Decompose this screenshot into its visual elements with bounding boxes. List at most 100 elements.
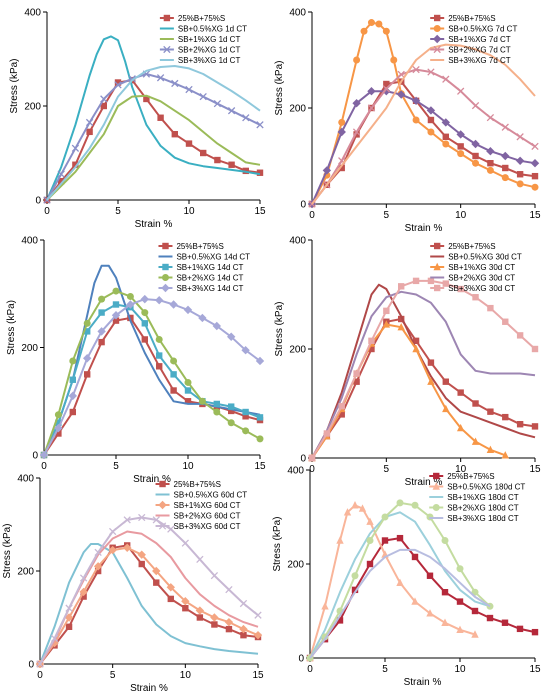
series-1-point xyxy=(457,389,464,396)
series-3-point xyxy=(123,543,132,552)
y-tick-label: 200 xyxy=(21,343,38,354)
legend-point xyxy=(432,34,442,44)
series-line xyxy=(46,65,261,201)
legend-point xyxy=(161,283,170,293)
series-4-point xyxy=(100,95,108,103)
y-tick-label: 200 xyxy=(289,345,306,356)
series-1-point xyxy=(240,631,247,639)
series-1-point xyxy=(412,337,420,345)
series-5-point xyxy=(155,296,164,305)
series-4-point xyxy=(98,295,106,303)
x-tick-label: 10 xyxy=(454,664,466,675)
series-4-point xyxy=(112,287,120,295)
series-1-point xyxy=(368,345,375,353)
series-line xyxy=(46,79,261,201)
series-1-point xyxy=(94,567,102,575)
x-tick-label: 0 xyxy=(309,464,315,475)
series-3-point xyxy=(112,301,120,308)
series-5-point xyxy=(50,634,59,643)
series-1-point xyxy=(157,114,164,121)
series-5-point xyxy=(181,539,189,547)
series-1-point xyxy=(411,553,419,561)
x-axis-title: Strain % xyxy=(405,223,443,234)
series-1-point xyxy=(531,628,539,636)
y-tick-label: 400 xyxy=(24,8,41,19)
x-tick-label: 0 xyxy=(307,664,313,675)
series-2-point xyxy=(412,116,420,124)
series-5-point xyxy=(383,307,390,315)
series-line xyxy=(309,504,476,659)
series-4-point xyxy=(227,107,236,115)
series-1-point xyxy=(531,172,539,180)
legend-label: SB+1%XG 60d CT xyxy=(174,501,241,510)
series-5-point xyxy=(109,527,117,536)
series-1-point xyxy=(228,407,235,415)
legend-point xyxy=(433,45,441,54)
series-5-point xyxy=(472,294,479,301)
series-1-point xyxy=(487,160,494,167)
series-4 xyxy=(40,287,264,459)
legend-point xyxy=(433,262,441,271)
y-tick-label: 200 xyxy=(289,104,306,115)
series-5-point xyxy=(126,300,135,309)
series-line xyxy=(311,318,536,459)
legend-point xyxy=(433,284,441,292)
y-tick-label: 200 xyxy=(24,102,41,113)
series-4-point xyxy=(141,309,149,317)
x-axis-title: Strain % xyxy=(133,474,171,485)
legend-label: SB+3%XG 60d CT xyxy=(174,522,241,531)
series-3-point xyxy=(382,320,391,328)
series-line xyxy=(43,298,261,456)
series-1-point xyxy=(487,408,494,415)
series-line xyxy=(46,73,261,201)
series-3-point xyxy=(210,613,219,622)
series-1 xyxy=(308,315,539,462)
series-4-point xyxy=(471,101,480,110)
series-4-point xyxy=(352,128,361,136)
series-5-point xyxy=(255,356,265,366)
y-tick-label: 400 xyxy=(17,474,34,485)
y-tick-label: 0 xyxy=(28,660,34,671)
series-3-point xyxy=(456,130,465,139)
legend-point xyxy=(433,25,441,32)
series-4-point xyxy=(227,419,235,427)
y-axis-title: Stress (kPa) xyxy=(6,300,17,355)
y-tick-label: 0 xyxy=(300,454,306,465)
series-3-point xyxy=(501,151,510,161)
series-2-point xyxy=(516,180,524,188)
series-3-point xyxy=(166,583,175,592)
series-4-point xyxy=(126,292,134,300)
series-1-point xyxy=(242,413,249,420)
legend-label: 25%B+75%S xyxy=(174,480,221,489)
series-3-point xyxy=(426,106,436,115)
series-3-point xyxy=(441,118,450,127)
y-axis-title: Stress (kPa) xyxy=(274,60,285,115)
series-2-point xyxy=(366,517,374,525)
series-line xyxy=(43,303,261,456)
x-tick-label: 15 xyxy=(529,664,541,675)
series-4-point xyxy=(397,70,405,79)
series-5-point xyxy=(36,660,44,668)
x-tick-label: 15 xyxy=(254,206,266,217)
series-5-point xyxy=(254,611,262,619)
series-1-point xyxy=(456,598,464,605)
legend-label: SB+1%XG 14d CT xyxy=(176,263,243,272)
series-2-point xyxy=(427,128,435,136)
series-1-point xyxy=(442,378,449,385)
series-3-point xyxy=(152,566,161,576)
y-tick-label: 400 xyxy=(289,8,306,19)
series-3-point xyxy=(50,638,59,648)
legend-label: SB+3%XG 30d CT xyxy=(448,284,515,293)
series-1-point xyxy=(225,625,233,633)
series-5-point xyxy=(169,300,178,309)
series-3-point xyxy=(213,400,220,408)
stress-strain-chart-1: 0 5 10 15 0 200 400 Strain % Stress (kPa) 25%B+75… xyxy=(9,8,266,231)
legend-label: SB+3%XG 1d CT xyxy=(178,56,241,65)
series-5-point xyxy=(68,391,77,401)
series-line xyxy=(46,35,261,201)
series-2-point xyxy=(343,508,352,516)
series-1-point xyxy=(336,617,344,624)
y-tick-label: 400 xyxy=(287,466,304,477)
